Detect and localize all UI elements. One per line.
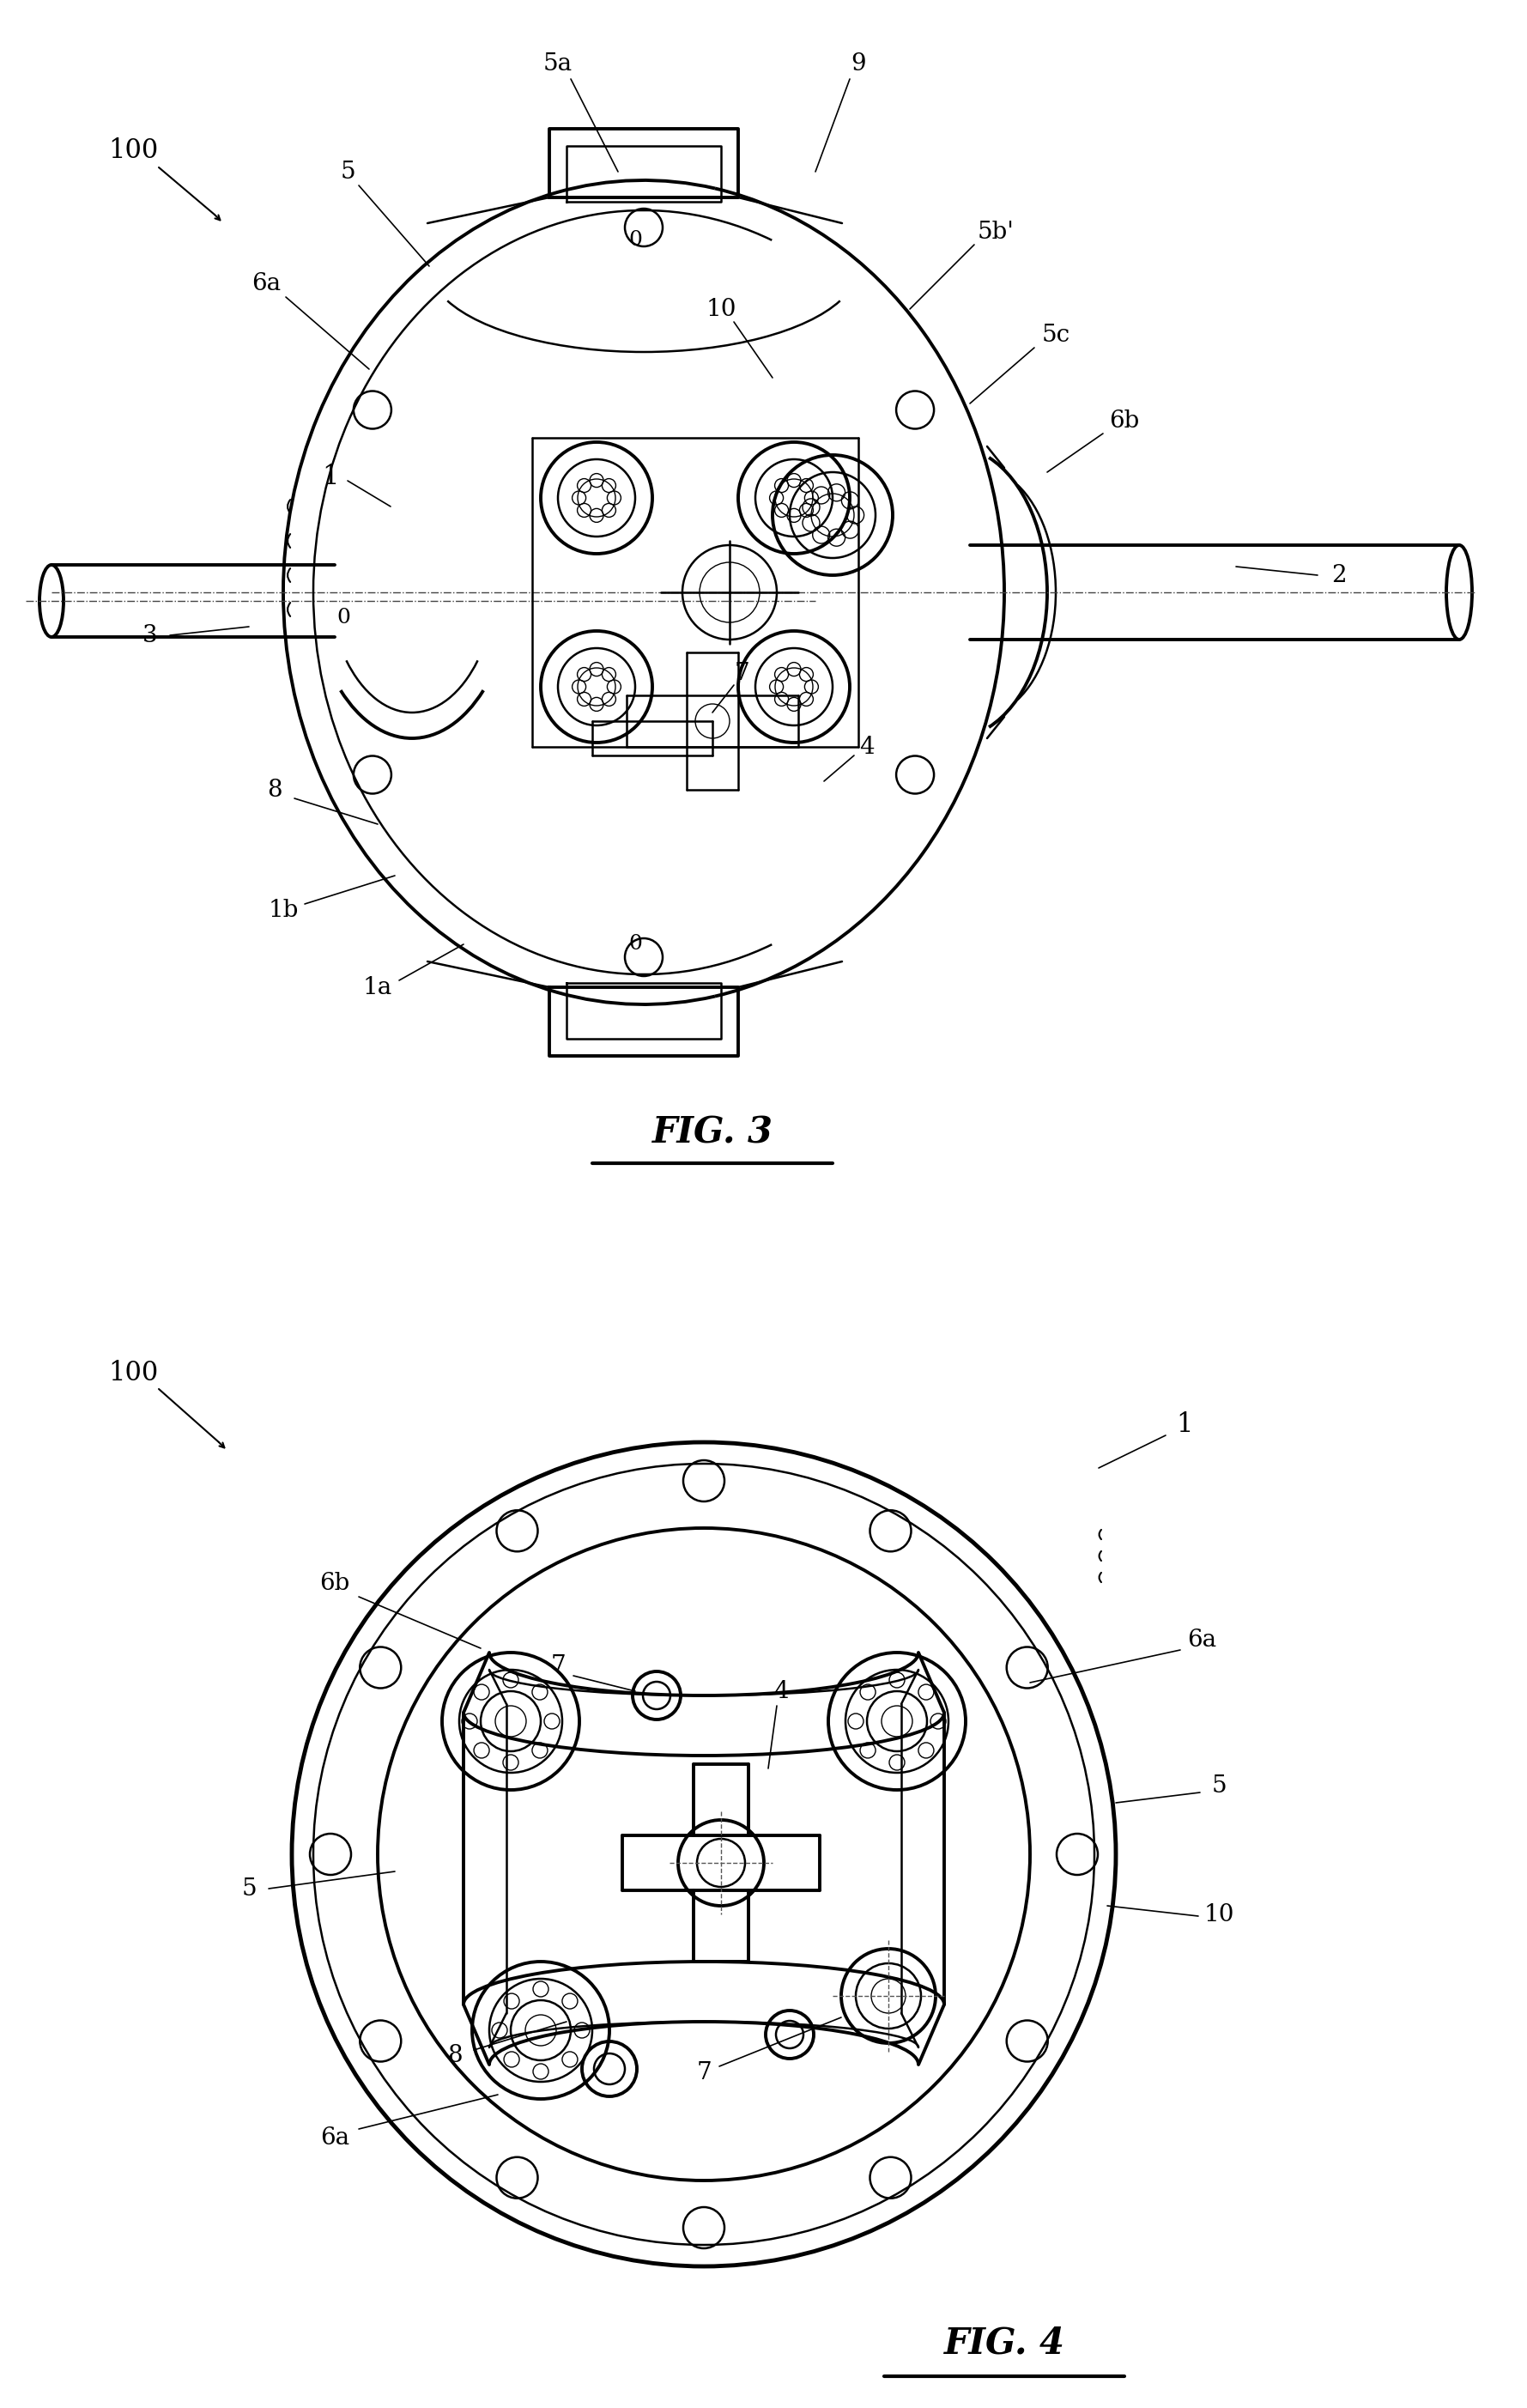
Text: 5b': 5b' — [977, 219, 1014, 243]
Text: 4: 4 — [774, 1681, 788, 1702]
Text: 0: 0 — [336, 609, 350, 628]
Text: 8: 8 — [267, 778, 282, 802]
Text: 0: 0 — [629, 934, 641, 954]
Text: 8: 8 — [447, 2044, 463, 2068]
Text: 6b: 6b — [1109, 409, 1139, 433]
Text: 6a: 6a — [321, 2126, 350, 2150]
Text: FIG. 3: FIG. 3 — [652, 1115, 773, 1151]
Text: 5a: 5a — [544, 53, 573, 77]
Text: 6b: 6b — [319, 1572, 350, 1597]
Text: 7: 7 — [550, 1654, 565, 1676]
Text: 1: 1 — [322, 462, 339, 489]
Text: 4: 4 — [860, 734, 875, 759]
Text: 7: 7 — [696, 2061, 712, 2085]
Text: 5: 5 — [241, 1878, 257, 1900]
Text: 6a: 6a — [1186, 1628, 1217, 1652]
Text: 10: 10 — [1203, 1902, 1234, 1926]
Text: 1b: 1b — [269, 898, 298, 922]
Text: 6a: 6a — [252, 272, 281, 294]
Text: 5: 5 — [1211, 1775, 1226, 1796]
Text: 10: 10 — [705, 299, 736, 320]
Text: 2: 2 — [1332, 563, 1347, 588]
Text: 1: 1 — [1176, 1411, 1193, 1438]
Text: 1a: 1a — [363, 975, 392, 999]
Text: 100: 100 — [108, 137, 157, 164]
Text: 5: 5 — [341, 159, 356, 183]
Text: FIG. 4: FIG. 4 — [944, 2326, 1064, 2362]
Text: 100: 100 — [108, 1361, 157, 1387]
Text: 3: 3 — [142, 624, 157, 648]
Text: 9: 9 — [851, 53, 866, 77]
Text: 0: 0 — [629, 231, 641, 250]
Text: 7: 7 — [734, 662, 750, 686]
Text: 5c: 5c — [1041, 323, 1070, 347]
